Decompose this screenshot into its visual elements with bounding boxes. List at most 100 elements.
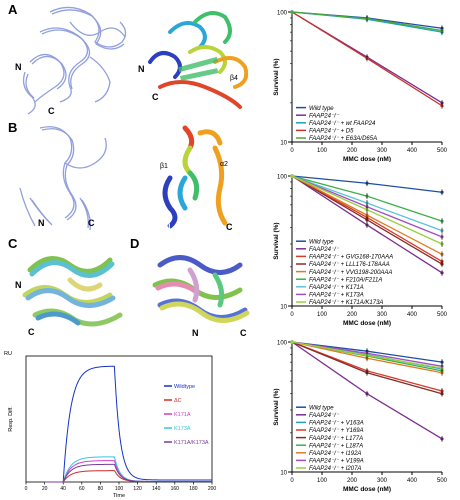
b-right-c-label: C	[226, 222, 233, 232]
x-tick-label: 500	[437, 148, 448, 154]
legend-label: K171A	[174, 412, 191, 418]
x-tick-label: 200	[347, 478, 358, 484]
legend-label: FAAP24⁻/⁻ + I192A	[309, 451, 361, 457]
x-axis-label: MMC dose (nM)	[343, 156, 391, 162]
legend-label: FAAP24⁻/⁻ + GVG168-170AAA	[309, 255, 393, 261]
legend-label: FAAP24⁻/⁻ + I207A	[309, 466, 361, 472]
legend-label: FAAP24⁻/⁻ + D5	[309, 129, 354, 135]
b-right-a2-label: α2	[220, 161, 228, 168]
x-tick-label: 80	[98, 486, 104, 492]
x-axis-label: MMC dose (nM)	[343, 486, 391, 493]
x-tick-label: 100	[317, 148, 328, 154]
structure-rainbow-a: N C β4	[138, 11, 249, 109]
x-tick-label: 60	[79, 486, 85, 492]
x-tick-label: 500	[437, 312, 448, 318]
sensorgram-curve	[44, 365, 212, 483]
a-left-n-label: N	[15, 62, 22, 72]
legend-label: FAAP24⁻/⁻	[309, 247, 340, 253]
y-axis-label: Resp. Diff.	[8, 406, 14, 432]
x-tick-label: 300	[377, 312, 388, 318]
x-tick-label: 400	[407, 312, 418, 318]
y-tick-label: 100	[277, 11, 288, 17]
y-unit-label: RU	[4, 351, 12, 357]
legend-label: FAAP24⁻/⁻ + Y169A	[309, 428, 364, 434]
legend-label: K171A/K173A	[174, 440, 209, 446]
c-c-label: C	[28, 327, 35, 337]
y-tick-label: 10	[280, 305, 287, 311]
x-tick-label: 200	[208, 486, 217, 492]
data-point	[290, 340, 294, 344]
panel-label-a: A	[8, 2, 18, 17]
legend-label: Wild type	[309, 405, 334, 411]
legend-label: FAAP24⁻/⁻ + K173A	[309, 293, 364, 299]
x-tick-label: 300	[377, 478, 388, 484]
data-point	[290, 174, 294, 178]
c-n-label: N	[15, 280, 22, 290]
b-left-c-label: C	[88, 218, 95, 228]
survival-chart-1: 10 100 0 100 200 300 400 500 MMC dose (nM) Surviv…	[273, 10, 448, 162]
legend-label: FAAP24⁻/⁻ + V163A	[309, 421, 364, 427]
panel-label-b: B	[8, 120, 18, 135]
x-tick-label: 0	[290, 148, 294, 154]
legend-label: FAAP24⁻/⁻ + F210A/F211A	[309, 277, 382, 283]
b-right-b1-label: β1	[160, 163, 168, 170]
y-tick-label: 10	[280, 471, 287, 477]
x-tick-label: 300	[377, 148, 388, 154]
b-left-n-label: N	[38, 218, 45, 228]
x-tick-label: 200	[347, 148, 358, 154]
legend-label: FAAP24⁻/⁻	[309, 413, 340, 419]
structure-superposition-c: N C	[15, 256, 123, 337]
y-axis-label: Survival (%)	[273, 388, 280, 425]
structure-rainbow-b: α1 α2 β1 N C	[160, 125, 233, 232]
x-tick-label: 200	[347, 312, 358, 318]
x-tick-label: 100	[317, 478, 328, 484]
x-tick-label: 400	[407, 478, 418, 484]
survival-chart-2: 10 100 0 100 200 300 400 500 MMC dose (nM) Surviv…	[273, 174, 448, 327]
legend-label: FAAP24⁻/⁻ + V199A	[309, 459, 364, 465]
x-tick-label: 20	[42, 486, 48, 492]
y-axis-label: Survival (%)	[273, 58, 280, 95]
x-tick-label: 100	[115, 486, 124, 492]
data-point	[290, 10, 294, 14]
y-tick-label: 10	[280, 141, 287, 147]
x-tick-label: 100	[317, 312, 328, 318]
x-tick-label: 40	[60, 486, 66, 492]
structure-ensemble-a: N C	[15, 6, 127, 116]
x-tick-label: 180	[189, 486, 198, 492]
structure-superposition-d: N C	[152, 255, 250, 338]
b-right-n-label: N	[164, 222, 171, 232]
legend-label: K173A	[174, 426, 191, 432]
x-axis-label: MMC dose (nM)	[343, 320, 391, 327]
a-right-c-label: C	[152, 92, 159, 102]
panel-label-d: D	[130, 236, 140, 251]
spr-sensorgram-chart: RU Resp. Diff. 0 20 40 60 80 100 120 140 160 180 200…	[4, 351, 217, 499]
legend-label: ΔC	[174, 398, 182, 404]
y-tick-label: 100	[277, 175, 288, 181]
legend-label: FAAP24⁻/⁻ + K171A	[309, 285, 364, 291]
legend-label: FAAP24⁻/⁻ + VVG198-200AAA	[309, 270, 392, 276]
sensorgram-curve	[44, 463, 212, 483]
plot-frame	[25, 355, 213, 483]
legend-label: FAAP24⁻/⁻	[309, 113, 340, 119]
legend-label: FAAP24⁻/⁻ + E63A/D65A	[309, 136, 377, 142]
x-tick-label: 0	[290, 312, 294, 318]
x-axis-label: Time	[113, 493, 125, 499]
d-c-label: C	[240, 328, 247, 338]
x-tick-label: 500	[437, 478, 448, 484]
x-tick-label: 0	[25, 486, 28, 492]
a-right-n-label: N	[138, 64, 145, 74]
legend-label: FAAP24⁻/⁻ + K171A/K173A	[309, 300, 383, 306]
y-tick-label: 100	[277, 341, 288, 347]
legend-label: Wild type	[309, 106, 334, 112]
survival-chart-3: 10 100 0 100 200 300 400 500 MMC dose (nM) Surviv…	[273, 340, 448, 493]
legend-label: FAAP24⁻/⁻ + LLL176-178AAA	[309, 262, 390, 268]
d-n-label: N	[192, 328, 199, 338]
y-axis-label: Survival (%)	[273, 222, 280, 259]
legend-label: Wildtype	[174, 384, 195, 390]
legend-label: Wild type	[309, 239, 334, 245]
legend-label: FAAP24⁻/⁻ + L187A	[309, 443, 363, 449]
x-tick-label: 0	[290, 478, 294, 484]
legend-label: FAAP24⁻/⁻ + wt FAAP24	[309, 121, 376, 127]
legend-label: FAAP24⁻/⁻ + L177A	[309, 436, 363, 442]
b-right-a1-label: α1	[196, 125, 204, 132]
